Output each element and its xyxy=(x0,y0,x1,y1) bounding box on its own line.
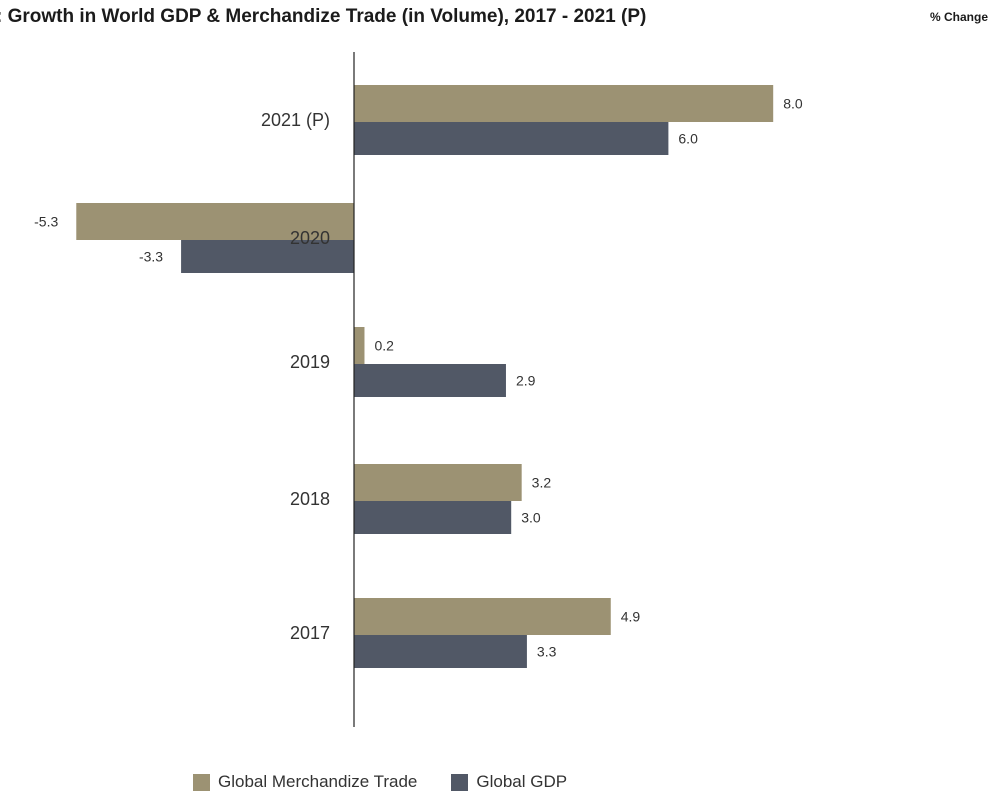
bar-gdp-2021-p xyxy=(354,122,669,155)
value-label-trade-2021-p: 8.0 xyxy=(783,96,803,112)
legend-label-gdp: Global GDP xyxy=(476,772,568,791)
value-label-trade-2020: -5.3 xyxy=(34,214,58,230)
bar-gdp-2019 xyxy=(354,364,506,397)
legend-item-gdp: Global GDP xyxy=(451,772,567,792)
bar-trade-2019 xyxy=(354,327,365,364)
bar-chart: 8.0 6.0 2021 (P) -5.3 -3.3 2020 0.2 2.9 2019 3.2 3… xyxy=(34,52,803,727)
category-label-2018: 2018 xyxy=(290,489,330,509)
value-label-trade-2019: 0.2 xyxy=(374,338,394,354)
bar-gdp-2020 xyxy=(181,240,354,273)
value-label-gdp-2021-p: 6.0 xyxy=(678,131,698,147)
unit-label: % Change xyxy=(929,10,988,24)
category-label-2020: 2020 xyxy=(290,228,330,248)
value-label-gdp-2017: 3.3 xyxy=(537,644,557,660)
legend-label-trade: Global Merchandize Trade xyxy=(218,772,418,791)
category-label-2017: 2017 xyxy=(290,623,330,643)
legend-item-trade: Global Merchandize Trade xyxy=(193,772,417,792)
legend-swatch-gdp xyxy=(451,773,469,791)
bar-gdp-2018 xyxy=(354,501,512,534)
value-label-gdp-2019: 2.9 xyxy=(516,373,536,389)
bar-trade-2017 xyxy=(354,598,611,635)
value-label-gdp-2020: -3.3 xyxy=(139,249,163,265)
value-label-trade-2017: 4.9 xyxy=(621,609,641,625)
category-label-2021-p: 2021 (P) xyxy=(261,110,330,130)
category-label-2019: 2019 xyxy=(290,352,330,372)
bar-trade-2018 xyxy=(354,464,522,501)
legend-swatch-trade xyxy=(193,773,210,791)
value-label-trade-2018: 3.2 xyxy=(532,475,552,491)
bar-trade-2021-p xyxy=(354,85,774,122)
bar-trade-2020 xyxy=(76,203,354,240)
legend: Global Merchandize Trade Global GDP xyxy=(193,772,567,792)
value-label-gdp-2018: 3.0 xyxy=(521,510,541,526)
chart-title: : Growth in World GDP & Merchandize Trad… xyxy=(0,6,647,27)
bar-gdp-2017 xyxy=(354,635,527,668)
